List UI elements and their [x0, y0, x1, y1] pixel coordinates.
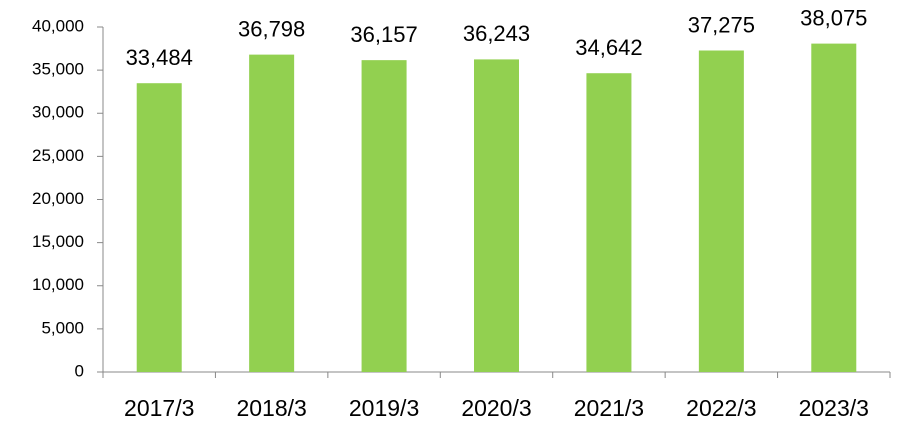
y-tick-label: 35,000: [32, 60, 84, 79]
bar: [811, 43, 857, 373]
value-label: 36,157: [350, 22, 417, 47]
bar: [474, 59, 519, 373]
value-label: 36,798: [238, 16, 305, 41]
bar: [249, 54, 295, 372]
value-label: 33,484: [126, 45, 193, 70]
bar: [698, 50, 744, 373]
y-tick-label: 5,000: [41, 318, 84, 337]
x-tick-label: 2021/3: [574, 395, 644, 421]
y-tick-label: 10,000: [32, 275, 84, 294]
x-tick-label: 2023/3: [799, 395, 869, 421]
value-label: 36,243: [463, 21, 530, 46]
x-tick-label: 2018/3: [236, 395, 306, 421]
value-label: 34,642: [575, 35, 642, 60]
x-tick-label: 2017/3: [124, 395, 194, 421]
bar: [361, 60, 407, 372]
x-tick-label: 2022/3: [686, 395, 756, 421]
value-label: 38,075: [800, 5, 867, 30]
y-tick-label: 15,000: [32, 232, 84, 251]
y-tick-label: 20,000: [32, 189, 84, 208]
y-tick-label: 25,000: [32, 146, 84, 165]
value-label: 37,275: [688, 12, 755, 37]
bar: [136, 83, 182, 372]
y-tick-label: 0: [75, 361, 84, 380]
y-tick-label: 30,000: [32, 103, 84, 122]
x-tick-label: 2019/3: [349, 395, 419, 421]
y-tick-label: 40,000: [32, 16, 84, 35]
x-tick-label: 2020/3: [461, 395, 531, 421]
bar: [586, 73, 632, 372]
